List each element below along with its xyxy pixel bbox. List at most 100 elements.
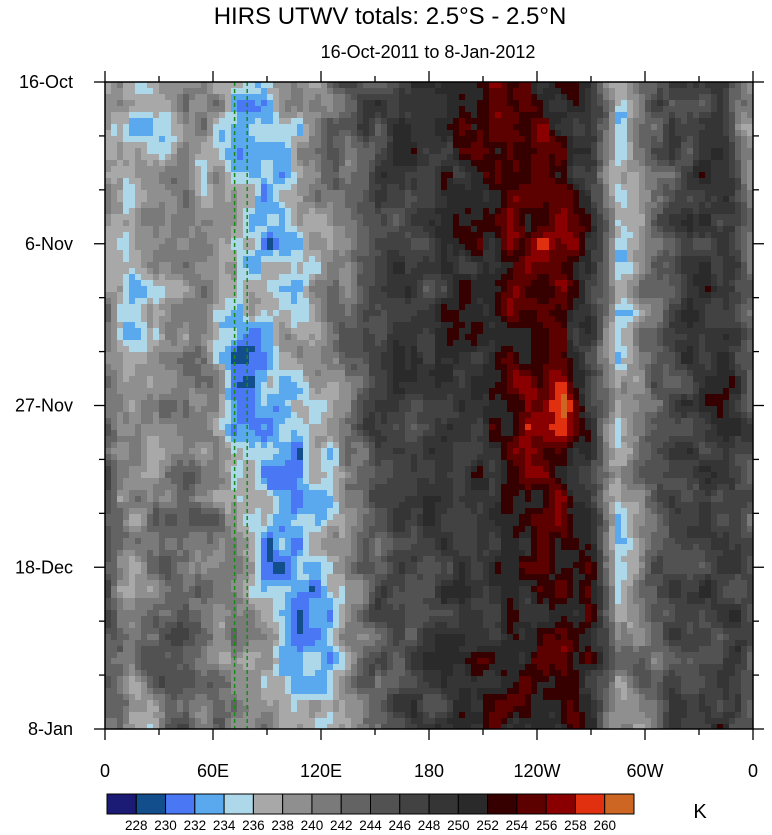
heatmap-cell xyxy=(243,238,250,245)
heatmap-cell xyxy=(147,310,154,317)
heatmap-cell xyxy=(171,280,178,287)
heatmap-cell xyxy=(681,136,688,143)
heatmap-cell xyxy=(573,88,580,95)
heatmap-cell xyxy=(357,124,364,131)
heatmap-cell xyxy=(291,328,298,335)
heatmap-cell xyxy=(273,142,280,149)
heatmap-cell xyxy=(249,214,256,221)
heatmap-cell xyxy=(195,172,202,179)
heatmap-cell xyxy=(297,82,304,89)
heatmap-cell xyxy=(735,352,742,359)
heatmap-cell xyxy=(657,94,664,101)
heatmap-cell xyxy=(423,256,430,263)
heatmap-cell xyxy=(153,226,160,233)
heatmap-cell xyxy=(699,268,706,275)
heatmap-cell xyxy=(615,160,622,167)
heatmap-cell xyxy=(129,148,136,155)
heatmap-cell xyxy=(513,154,520,161)
heatmap-cell xyxy=(693,352,700,359)
heatmap-cell xyxy=(609,328,616,335)
heatmap-cell xyxy=(159,220,166,227)
heatmap-cell xyxy=(189,100,196,107)
heatmap-cell xyxy=(615,256,622,263)
heatmap-cell xyxy=(465,262,472,269)
heatmap-cell xyxy=(513,244,520,251)
heatmap-cell xyxy=(117,130,124,137)
heatmap-cell xyxy=(711,160,718,167)
heatmap-cell xyxy=(453,106,460,113)
heatmap-cell xyxy=(591,226,598,233)
heatmap-cell xyxy=(525,352,532,359)
heatmap-cell xyxy=(555,298,562,305)
heatmap-cell xyxy=(255,202,262,209)
heatmap-cell xyxy=(189,340,196,347)
heatmap-cell xyxy=(603,256,610,263)
heatmap-cell xyxy=(519,286,526,293)
heatmap-cell xyxy=(285,106,292,113)
heatmap-cell xyxy=(513,202,520,209)
heatmap-cell xyxy=(405,274,412,281)
heatmap-cell xyxy=(651,106,658,113)
heatmap-cell xyxy=(387,94,394,101)
heatmap-cell xyxy=(525,184,532,191)
heatmap-cell xyxy=(585,82,592,89)
heatmap-cell xyxy=(117,220,124,227)
heatmap-cell xyxy=(693,274,700,281)
heatmap-cell xyxy=(387,190,394,197)
heatmap-cell xyxy=(195,136,202,143)
heatmap-cell xyxy=(603,202,610,209)
heatmap-cell xyxy=(177,106,184,113)
heatmap-cell xyxy=(159,190,166,197)
heatmap-cell xyxy=(129,352,136,359)
heatmap-cell xyxy=(621,178,628,185)
heatmap-cell xyxy=(723,262,730,269)
heatmap-cell xyxy=(423,316,430,323)
heatmap-cell xyxy=(291,304,298,311)
heatmap-cell xyxy=(171,358,178,365)
heatmap-cell xyxy=(339,214,346,221)
heatmap-cell xyxy=(693,232,700,239)
heatmap-cell xyxy=(639,226,646,233)
heatmap-cell xyxy=(597,292,604,299)
heatmap-cell xyxy=(423,244,430,251)
heatmap-cell xyxy=(213,334,220,341)
heatmap-cell xyxy=(465,304,472,311)
heatmap-cell xyxy=(471,160,478,167)
heatmap-cell xyxy=(297,130,304,137)
heatmap-cell xyxy=(351,106,358,113)
heatmap-cell xyxy=(105,274,112,281)
heatmap-cell xyxy=(537,346,544,353)
heatmap-cell xyxy=(249,346,256,353)
heatmap-cell xyxy=(591,196,598,203)
heatmap-cell xyxy=(711,196,718,203)
heatmap-cell xyxy=(135,142,142,149)
heatmap-cell xyxy=(285,256,292,263)
heatmap-cell xyxy=(261,190,268,197)
heatmap-cell xyxy=(393,352,400,359)
heatmap-cell xyxy=(579,244,586,251)
heatmap-cell xyxy=(543,196,550,203)
heatmap-cell xyxy=(153,118,160,125)
heatmap-cell xyxy=(189,316,196,323)
heatmap-cell xyxy=(465,112,472,119)
heatmap-cell xyxy=(741,172,748,179)
heatmap-cell xyxy=(129,196,136,203)
heatmap-cell xyxy=(537,214,544,221)
heatmap-cell xyxy=(297,112,304,119)
heatmap-cell xyxy=(279,88,286,95)
heatmap-cell xyxy=(147,94,154,101)
heatmap-cell xyxy=(111,238,118,245)
heatmap-cell xyxy=(591,244,598,251)
heatmap-cell xyxy=(471,310,478,317)
heatmap-cell xyxy=(219,142,226,149)
heatmap-cell xyxy=(405,322,412,329)
heatmap-cell xyxy=(159,322,166,329)
heatmap-cell xyxy=(693,94,700,101)
heatmap-cell xyxy=(171,100,178,107)
heatmap-cell xyxy=(717,352,724,359)
heatmap-cell xyxy=(579,226,586,233)
heatmap-cell xyxy=(123,94,130,101)
heatmap-cell xyxy=(333,208,340,215)
heatmap-cell xyxy=(249,124,256,131)
heatmap-cell xyxy=(477,148,484,155)
